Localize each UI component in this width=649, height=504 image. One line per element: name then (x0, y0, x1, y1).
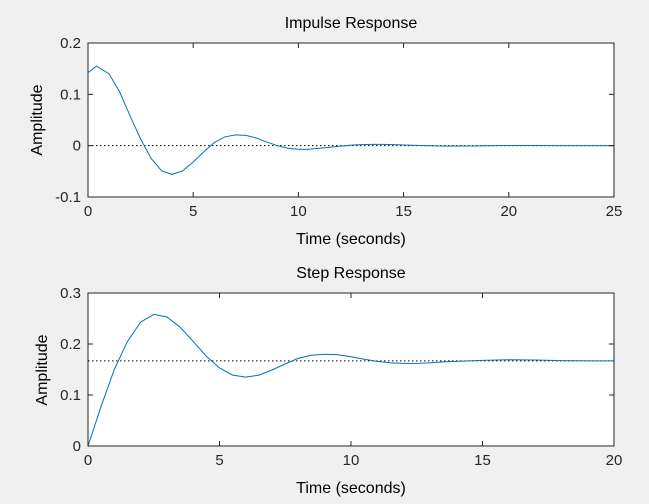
impulse-plot-area (87, 42, 615, 198)
impulse-x-tick-label: 25 (606, 203, 623, 220)
step-x-tick-label: 10 (343, 452, 360, 469)
step-x-axis-label: Time (seconds) (296, 480, 406, 497)
step-y-tick-label: 0 (73, 438, 81, 455)
impulse-x-tick-label: 20 (500, 203, 517, 220)
impulse-y-ticks: -0.1 0 0.1 0.2 (55, 35, 614, 206)
impulse-y-tick-label: 0.1 (60, 86, 81, 103)
step-y-axis-label: Amplitude (34, 334, 51, 405)
impulse-x-tick-label: 5 (189, 203, 197, 220)
impulse-y-axis-label: Amplitude (29, 84, 46, 155)
impulse-x-tick-label: 0 (84, 203, 92, 220)
impulse-x-ticks: 0 5 10 15 20 25 (84, 43, 623, 220)
step-series-line (87, 313, 614, 447)
impulse-x-tick-label: 10 (290, 203, 307, 220)
step-response-axes: 0 5 10 15 20 0 0.1 0.2 0.3 Step Response Time (… (34, 265, 622, 497)
impulse-x-tick-label: 15 (395, 203, 412, 220)
impulse-series-line (87, 65, 614, 175)
step-x-tick-label: 5 (215, 452, 223, 469)
impulse-y-tick-label: 0 (73, 138, 81, 155)
step-y-ticks: 0 0.1 0.2 0.3 (60, 285, 614, 455)
step-x-ticks: 0 5 10 15 20 (84, 293, 623, 469)
step-x-tick-label: 0 (84, 452, 92, 469)
impulse-y-tick-label: -0.1 (55, 189, 81, 206)
step-y-tick-label: 0.1 (60, 387, 81, 404)
impulse-response-axes: 0 5 10 15 20 25 -0.100.10.2 Impulse Response … (29, 15, 622, 248)
step-y-tick-label: 0.3 (60, 285, 81, 302)
step-y-tick-label: 0.2 (60, 336, 81, 353)
impulse-x-axis-label: Time (seconds) (296, 231, 406, 248)
step-title: Step Response (296, 265, 406, 282)
step-plot-area (87, 292, 615, 447)
step-x-tick-label: 20 (606, 452, 623, 469)
impulse-title: Impulse Response (285, 15, 418, 32)
impulse-y-tick-label: 0.2 (60, 35, 81, 52)
step-x-tick-label: 15 (474, 452, 491, 469)
